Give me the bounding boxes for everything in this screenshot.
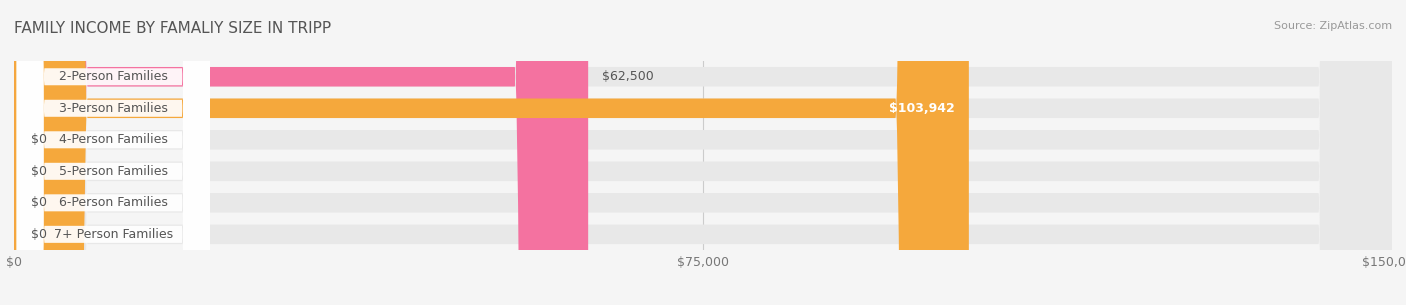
Text: 6-Person Families: 6-Person Families bbox=[59, 196, 167, 209]
FancyBboxPatch shape bbox=[14, 0, 1392, 305]
FancyBboxPatch shape bbox=[14, 0, 1392, 305]
FancyBboxPatch shape bbox=[17, 0, 209, 305]
FancyBboxPatch shape bbox=[14, 0, 1392, 305]
Text: $0: $0 bbox=[31, 133, 46, 146]
Text: Source: ZipAtlas.com: Source: ZipAtlas.com bbox=[1274, 21, 1392, 31]
Text: $0: $0 bbox=[31, 165, 46, 178]
FancyBboxPatch shape bbox=[17, 0, 209, 305]
Text: $62,500: $62,500 bbox=[602, 70, 654, 83]
FancyBboxPatch shape bbox=[17, 0, 209, 305]
Text: FAMILY INCOME BY FAMALIY SIZE IN TRIPP: FAMILY INCOME BY FAMALIY SIZE IN TRIPP bbox=[14, 21, 332, 36]
FancyBboxPatch shape bbox=[14, 0, 1392, 305]
Text: 4-Person Families: 4-Person Families bbox=[59, 133, 167, 146]
FancyBboxPatch shape bbox=[14, 0, 969, 305]
FancyBboxPatch shape bbox=[14, 0, 1392, 305]
Text: $103,942: $103,942 bbox=[890, 102, 955, 115]
Text: $0: $0 bbox=[31, 228, 46, 241]
Text: 2-Person Families: 2-Person Families bbox=[59, 70, 167, 83]
FancyBboxPatch shape bbox=[17, 0, 209, 305]
FancyBboxPatch shape bbox=[14, 0, 588, 305]
Text: 5-Person Families: 5-Person Families bbox=[59, 165, 167, 178]
Text: 3-Person Families: 3-Person Families bbox=[59, 102, 167, 115]
FancyBboxPatch shape bbox=[14, 0, 1392, 305]
Text: $0: $0 bbox=[31, 196, 46, 209]
FancyBboxPatch shape bbox=[17, 0, 209, 305]
FancyBboxPatch shape bbox=[17, 0, 209, 305]
Text: 7+ Person Families: 7+ Person Families bbox=[53, 228, 173, 241]
